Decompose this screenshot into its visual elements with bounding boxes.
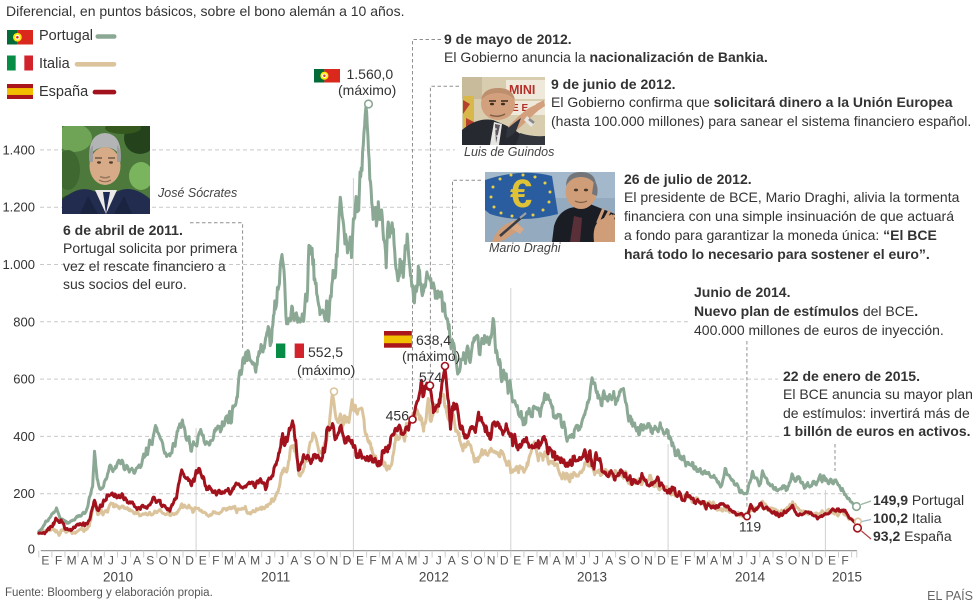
svg-text:F: F [369,554,376,568]
svg-text:M: M [696,554,706,568]
svg-text:E: E [356,554,364,568]
svg-text:A: A [395,554,403,568]
svg-text:M: M [407,554,417,568]
svg-text:S: S [146,554,154,568]
svg-text:D: D [814,554,823,568]
svg-text:200: 200 [13,486,35,501]
svg-text:O: O [316,554,325,568]
svg-text:D: D [185,554,194,568]
svg-text:J: J [593,554,599,568]
svg-text:M: M [539,554,549,568]
svg-text:F: F [55,554,62,568]
svg-text:2014: 2014 [735,570,766,585]
svg-text:A: A [133,554,141,568]
svg-text:S: S [618,554,626,568]
svg-text:2010: 2010 [103,570,133,585]
svg-text:J: J [121,554,127,568]
svg-text:O: O [473,554,482,568]
svg-text:J: J [108,554,114,568]
svg-text:A: A [710,554,718,568]
svg-text:E: E [671,554,679,568]
svg-text:S: S [304,554,312,568]
svg-text:F: F [841,554,848,568]
svg-text:A: A [238,554,246,568]
svg-text:€: € [510,172,532,216]
svg-text:M: M [224,554,234,568]
svg-text:M: M [250,554,260,568]
svg-text:O: O [631,554,640,568]
svg-text:N: N [172,554,181,568]
svg-text:J: J [580,554,586,568]
svg-text:2011: 2011 [261,570,290,585]
svg-text:D: D [343,554,352,568]
svg-text:N: N [487,554,496,568]
svg-text:A: A [290,554,298,568]
svg-text:J: J [423,554,429,568]
svg-text:M: M [722,554,732,568]
svg-text:F: F [212,554,219,568]
svg-text:N: N [644,554,653,568]
svg-text:J: J [265,554,271,568]
svg-text:N: N [329,554,338,568]
svg-text:J: J [737,554,743,568]
svg-text:F: F [527,554,534,568]
svg-text:1.400: 1.400 [2,142,35,157]
svg-text:M: M [93,554,103,568]
svg-text:E: E [199,554,207,568]
svg-text:E E: E E [512,103,528,114]
svg-text:456: 456 [386,408,410,424]
svg-text:J: J [750,554,756,568]
svg-text:S: S [461,554,469,568]
svg-text:O: O [788,554,797,568]
svg-text:400: 400 [13,429,35,444]
svg-text:D: D [500,554,509,568]
svg-text:S: S [775,554,783,568]
svg-text:D: D [657,554,666,568]
svg-text:574: 574 [419,369,443,385]
svg-text:J: J [436,554,442,568]
svg-text:M: M [67,554,77,568]
svg-text:E: E [513,554,521,568]
svg-text:J: J [278,554,284,568]
svg-text:A: A [762,554,770,568]
svg-text:E: E [828,554,836,568]
svg-text:A: A [605,554,613,568]
svg-text:2012: 2012 [419,570,449,585]
svg-text:2015: 2015 [832,570,862,585]
svg-text:119: 119 [739,519,762,535]
svg-text:N: N [801,554,810,568]
svg-text:O: O [159,554,168,568]
svg-text:2013: 2013 [577,570,607,585]
svg-text:E: E [41,554,49,568]
svg-text:M: M [381,554,391,568]
svg-text:1.000: 1.000 [2,257,35,272]
svg-text:1.200: 1.200 [2,200,35,215]
svg-text:MINI: MINI [509,83,535,97]
svg-text:600: 600 [13,372,35,387]
svg-text:A: A [81,554,89,568]
svg-text:M: M [565,554,575,568]
svg-text:0: 0 [28,542,35,557]
svg-text:800: 800 [13,314,35,329]
svg-text:F: F [684,554,691,568]
svg-text:A: A [448,554,456,568]
svg-text:A: A [553,554,561,568]
